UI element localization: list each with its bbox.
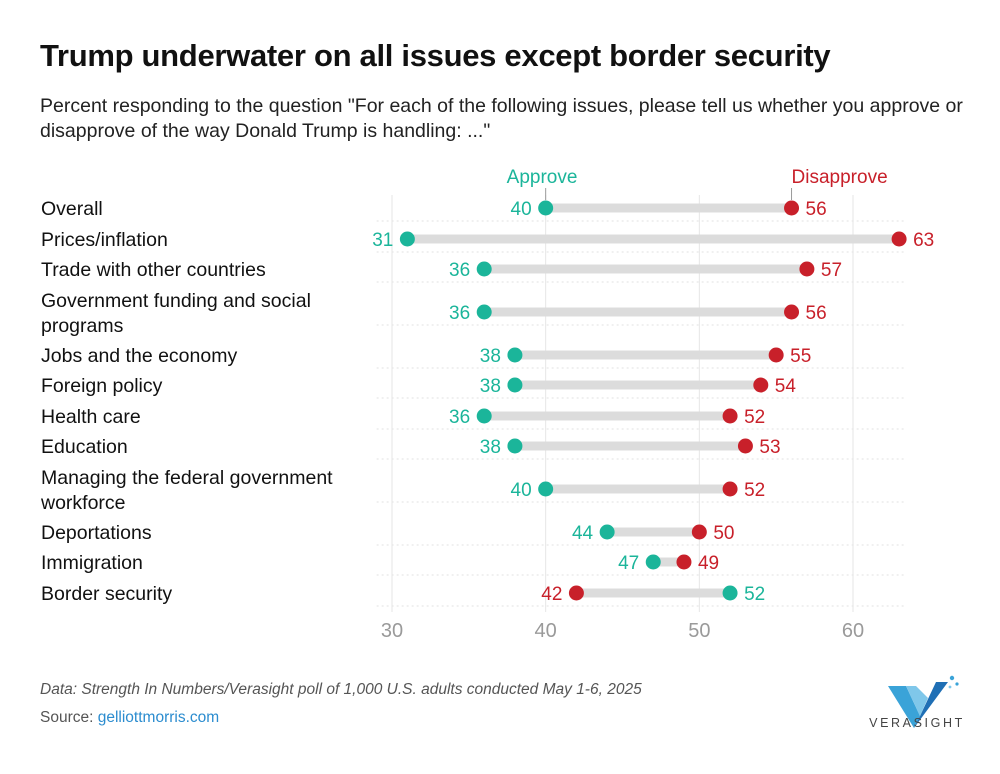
disapprove-value-label: 50: [713, 523, 734, 544]
disapprove-value-label: 56: [806, 303, 827, 324]
category-label: Prices/inflation: [41, 229, 168, 251]
disapprove-dot: [784, 304, 800, 320]
disapprove-value-label: 52: [744, 480, 765, 501]
verasight-logo-icon: [888, 675, 959, 728]
data-note: Data: Strength In Numbers/Verasight poll…: [40, 681, 642, 698]
approve-value-label: 44: [572, 523, 594, 544]
x-tick-label: 30: [381, 620, 403, 642]
disapprove-value-label: 42: [541, 584, 562, 605]
category-label: Foreign policy: [41, 375, 163, 397]
approve-value-label: 38: [480, 346, 501, 367]
approve-dot: [538, 200, 554, 216]
approve-dot: [645, 554, 661, 570]
category-label: Border security: [41, 583, 172, 605]
approve-value-label: 38: [480, 376, 501, 397]
approve-dot: [476, 408, 492, 424]
approve-value-label: 36: [449, 303, 470, 324]
source-link[interactable]: gelliottmorris.com: [97, 709, 220, 726]
legend-disapprove: Disapprove: [792, 167, 888, 188]
category-label: Managing the federal government workforce: [40, 467, 333, 514]
approve-dot: [722, 585, 738, 601]
approve-value-label: 40: [511, 480, 532, 501]
approve-dot: [538, 481, 554, 497]
disapprove-value-label: 53: [759, 437, 780, 458]
legend-approve: Approve: [507, 167, 578, 188]
dot-range-chart: 30 40 50 60 Approve Disapprove Overall 40 56 Pric…: [40, 167, 934, 642]
approve-dot: [507, 377, 523, 393]
approve-value-label: 47: [618, 553, 639, 574]
category-label-line: Managing the federal government: [41, 467, 333, 489]
disapprove-dot: [768, 347, 784, 363]
approve-dot: [599, 524, 615, 540]
approve-dot: [399, 231, 415, 247]
approve-value-label: 52: [744, 584, 765, 605]
category-label: Jobs and the economy: [41, 345, 237, 367]
x-tick-label: 50: [688, 620, 710, 642]
approve-dot: [507, 438, 523, 454]
disapprove-value-label: 56: [806, 199, 827, 220]
disapprove-dot: [891, 231, 907, 247]
x-tick-label: 60: [842, 620, 864, 642]
approve-dot: [476, 261, 492, 277]
logo-wordmark: VERASIGHT: [869, 716, 965, 730]
disapprove-dot: [799, 261, 815, 277]
disapprove-value-label: 55: [790, 346, 811, 367]
approve-value-label: 38: [480, 437, 501, 458]
category-label: Education: [41, 436, 128, 458]
approve-value-label: 36: [449, 407, 470, 428]
category-label: Deportations: [41, 522, 152, 544]
approve-value-label: 31: [372, 230, 393, 251]
disapprove-dot: [722, 408, 738, 424]
disapprove-value-label: 54: [775, 376, 797, 397]
category-label-line: programs: [41, 315, 124, 337]
category-label: Health care: [41, 406, 141, 428]
disapprove-value-label: 49: [698, 553, 719, 574]
x-tick-label: 40: [535, 620, 557, 642]
approve-value-label: 36: [449, 260, 470, 281]
category-label-line: Government funding and social: [41, 290, 311, 312]
category-label: Government funding and social programs: [41, 290, 311, 337]
disapprove-dot: [568, 585, 584, 601]
disapprove-dot: [737, 438, 753, 454]
disapprove-dot: [722, 481, 738, 497]
chart-subtitle: Percent responding to the question "For …: [40, 95, 963, 142]
approve-dot: [476, 304, 492, 320]
approve-dot: [507, 347, 523, 363]
category-label: Overall: [41, 198, 103, 220]
disapprove-value-label: 63: [913, 230, 934, 251]
approve-value-label: 40: [511, 199, 532, 220]
category-label: Immigration: [41, 552, 143, 574]
disapprove-value-label: 52: [744, 407, 765, 428]
category-label: Trade with other countries: [41, 259, 266, 281]
source-label: Source:: [40, 709, 98, 726]
disapprove-dot: [784, 200, 800, 216]
disapprove-value-label: 57: [821, 260, 842, 281]
disapprove-dot: [676, 554, 692, 570]
source-line: Source: gelliottmorris.com: [40, 709, 219, 727]
category-label-line: workforce: [40, 492, 126, 514]
chart-title: Trump underwater on all issues except bo…: [40, 38, 831, 73]
disapprove-dot: [691, 524, 707, 540]
disapprove-dot: [753, 377, 769, 393]
